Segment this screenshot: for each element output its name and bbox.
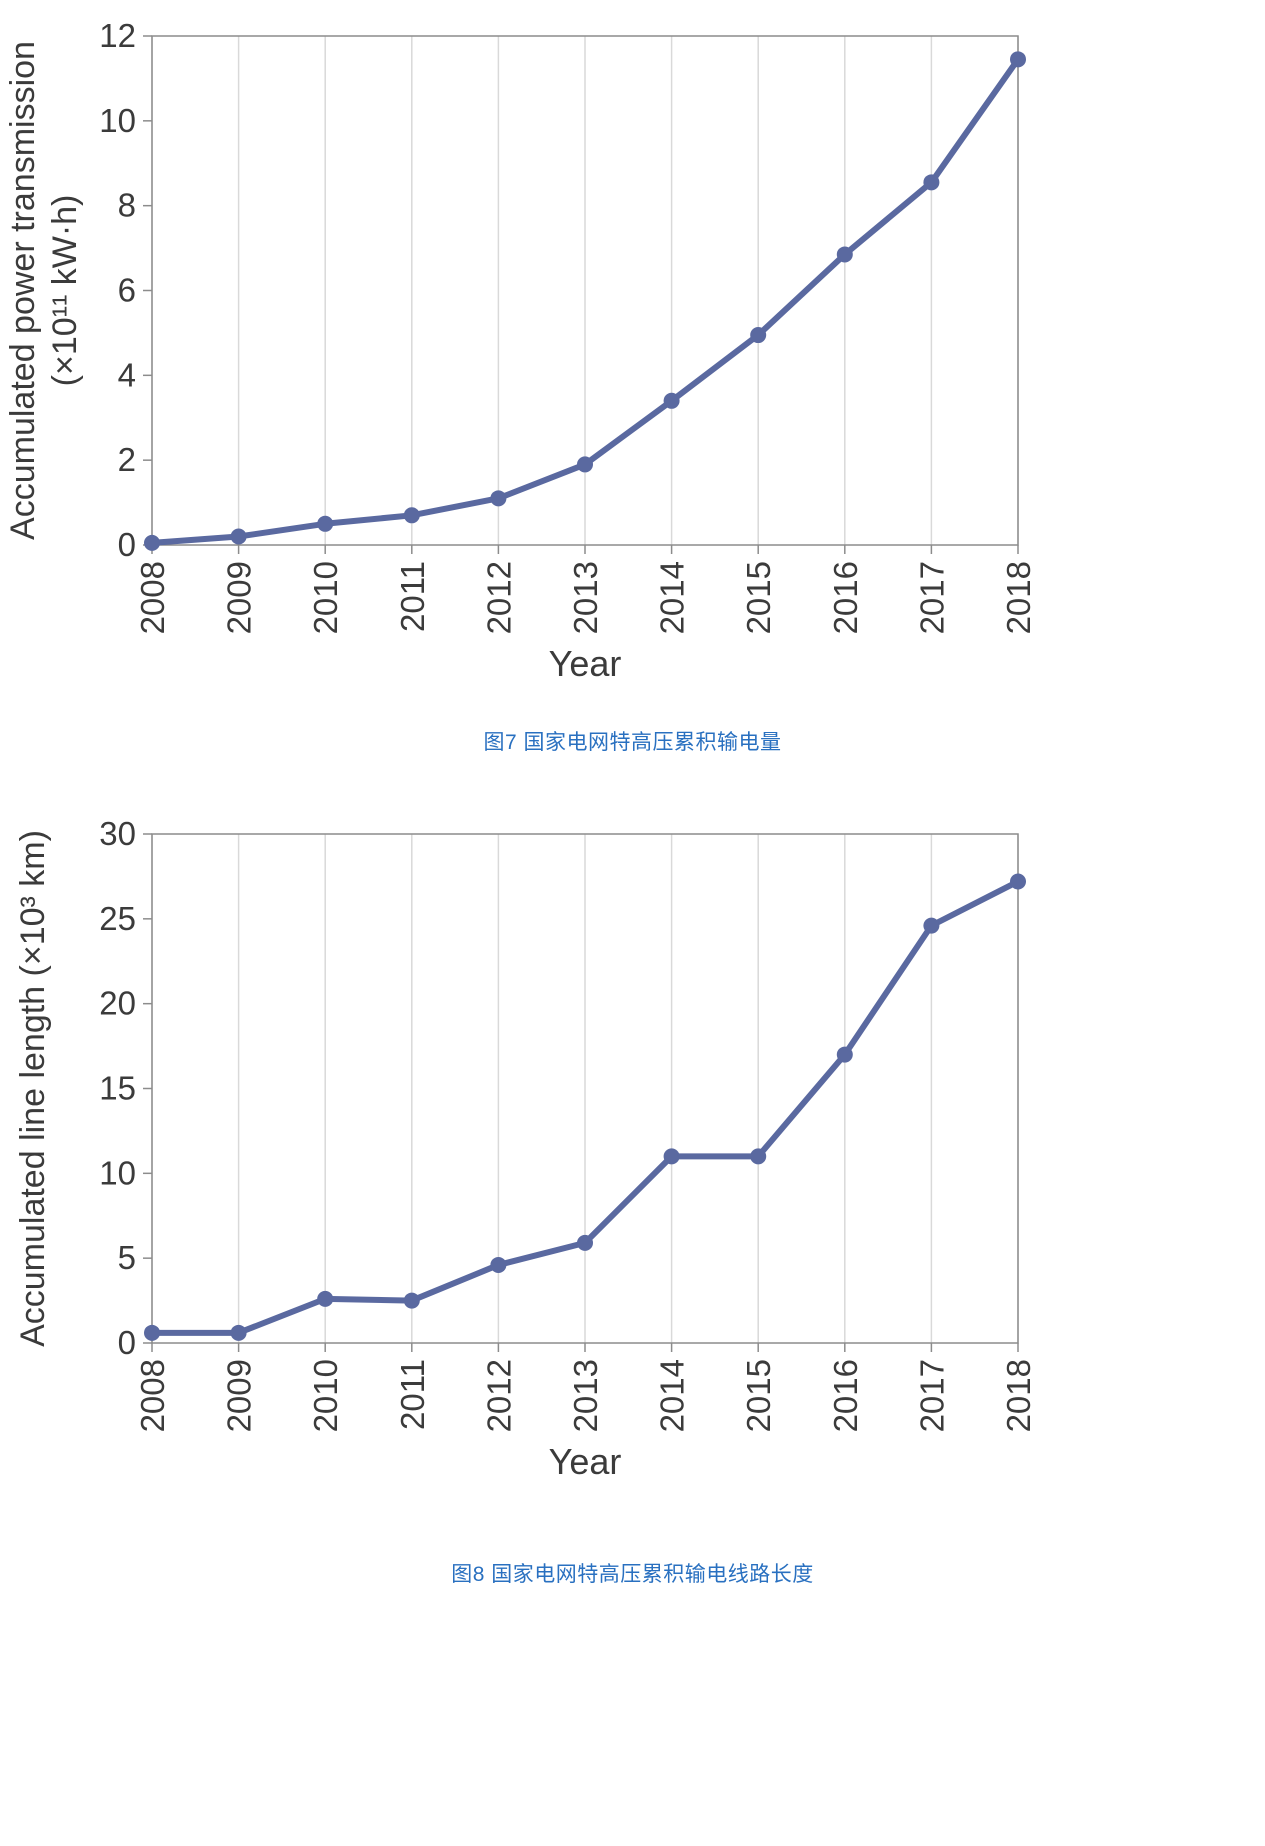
svg-text:Accumulated line length (×10³: Accumulated line length (×10³ km) (14, 830, 52, 1347)
svg-text:2011: 2011 (394, 1359, 431, 1430)
svg-text:0: 0 (118, 1324, 136, 1361)
accumulated-power-transmission-chart: 0 2 4 6 8 10 12 2008 2009 2010 2011 2012 2013 2014 201… (0, 0, 1265, 700)
svg-text:2011: 2011 (394, 561, 431, 632)
svg-text:30: 30 (99, 815, 136, 852)
svg-text:Year: Year (549, 1441, 622, 1482)
svg-text:10: 10 (99, 1154, 136, 1191)
svg-text:2: 2 (118, 441, 136, 478)
svg-text:2013: 2013 (567, 561, 604, 634)
svg-text:25: 25 (99, 900, 136, 937)
svg-text:2014: 2014 (654, 1359, 691, 1432)
figure8-caption: 图8 国家电网特高压累积输电线路长度 (451, 1563, 814, 1586)
svg-text:4: 4 (118, 356, 136, 393)
svg-text:2018: 2018 (1000, 1359, 1037, 1432)
svg-text:5: 5 (118, 1239, 136, 1276)
svg-text:2016: 2016 (827, 1359, 864, 1432)
svg-text:(×10¹¹ kW·h): (×10¹¹ kW·h) (46, 195, 84, 387)
svg-text:8: 8 (118, 187, 136, 224)
svg-text:2013: 2013 (567, 1359, 604, 1432)
svg-text:2008: 2008 (134, 561, 171, 634)
svg-text:Year: Year (549, 643, 622, 684)
svg-text:20: 20 (99, 985, 136, 1022)
accumulated-line-length-chart: 0 5 10 15 20 25 30 2008 2009 2010 2011 2012 2013 2014… (0, 798, 1265, 1498)
svg-text:15: 15 (99, 1070, 136, 1107)
svg-text:12: 12 (99, 17, 136, 54)
svg-text:2010: 2010 (307, 561, 344, 634)
svg-text:2017: 2017 (913, 561, 950, 634)
svg-text:2018: 2018 (1000, 561, 1037, 634)
figure7-caption: 图7 国家电网特高压累积输电量 (483, 731, 782, 754)
svg-text:Accumulated power transmission: Accumulated power transmission (4, 41, 42, 540)
svg-text:2014: 2014 (654, 561, 691, 634)
svg-text:2009: 2009 (221, 1359, 258, 1432)
svg-text:0: 0 (118, 526, 136, 563)
svg-text:6: 6 (118, 272, 136, 309)
svg-text:2012: 2012 (480, 1359, 517, 1432)
svg-text:2015: 2015 (740, 1359, 777, 1432)
svg-text:2010: 2010 (307, 1359, 344, 1432)
svg-text:2009: 2009 (221, 561, 258, 634)
svg-text:2008: 2008 (134, 1359, 171, 1432)
svg-text:2012: 2012 (480, 561, 517, 634)
svg-text:2015: 2015 (740, 561, 777, 634)
svg-text:2017: 2017 (913, 1359, 950, 1432)
svg-text:2016: 2016 (827, 561, 864, 634)
svg-text:10: 10 (99, 102, 136, 139)
